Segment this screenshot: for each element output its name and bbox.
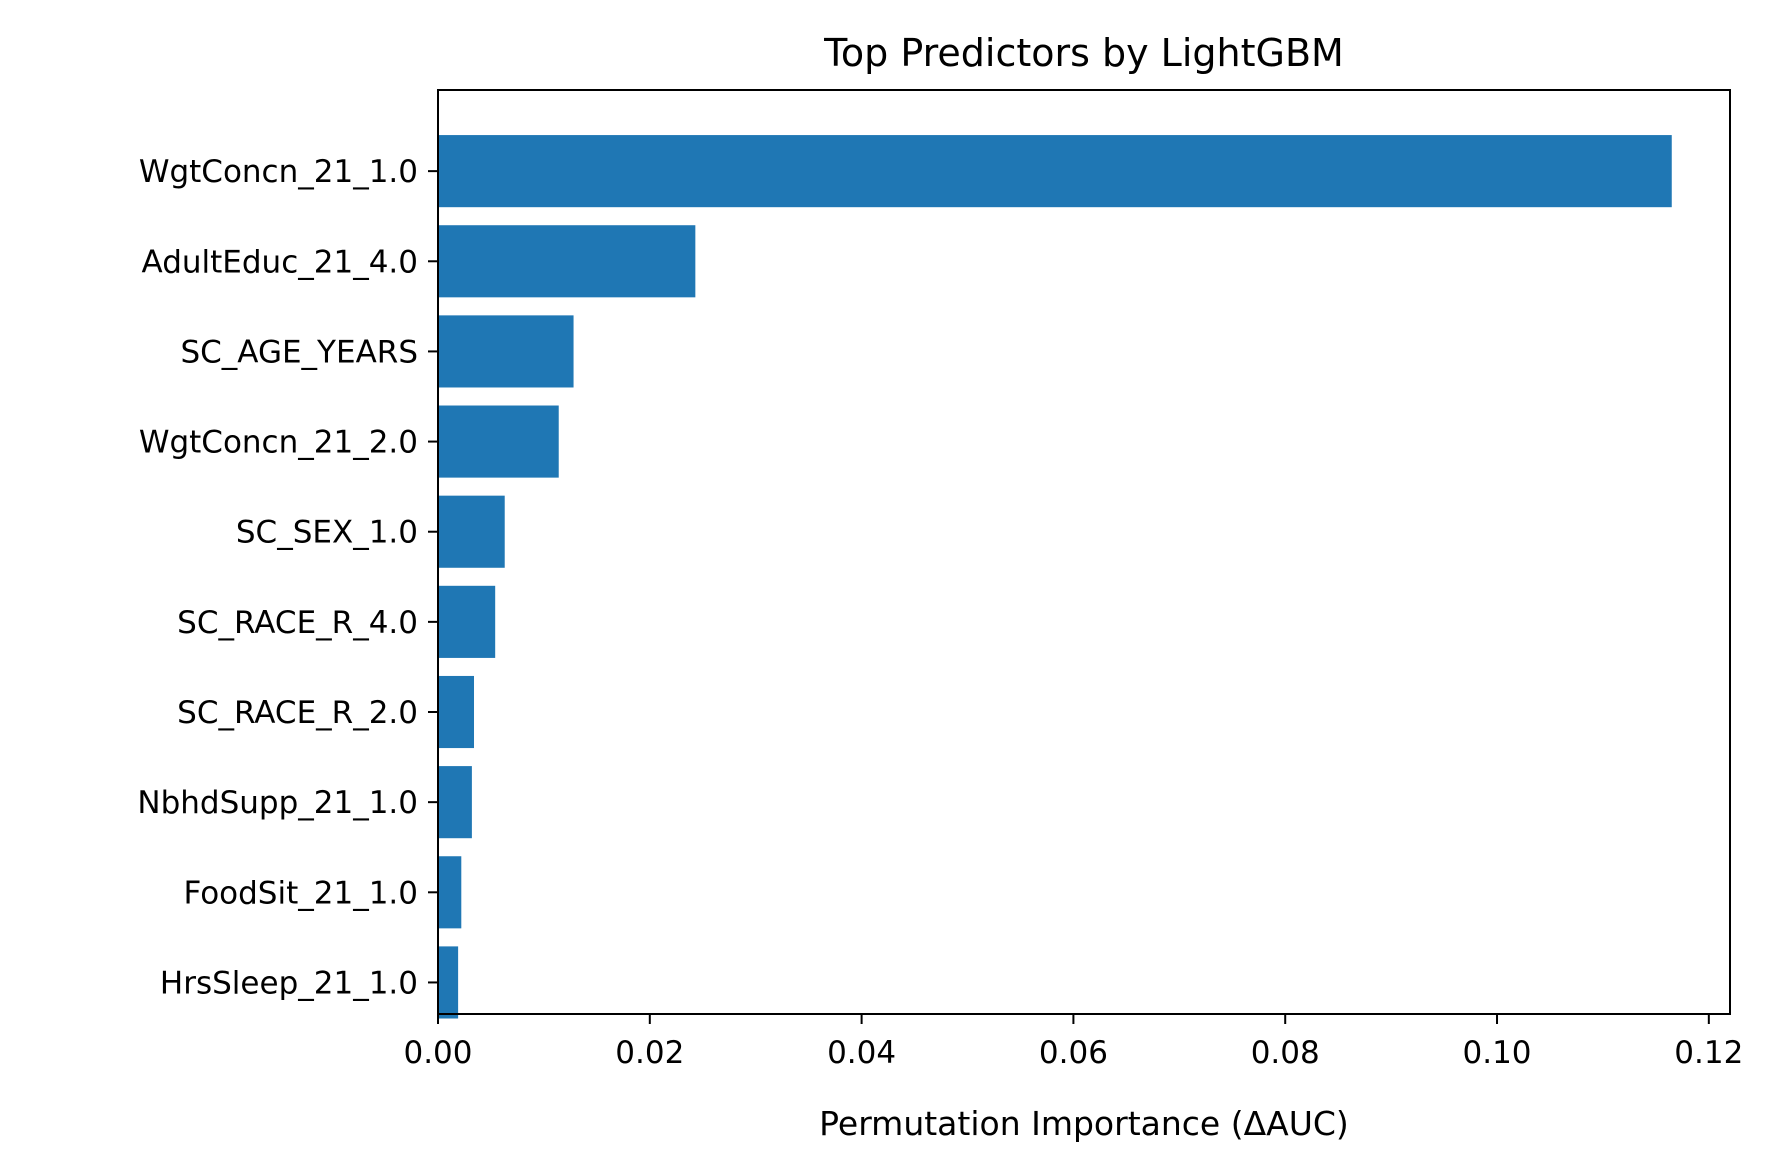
- y-tick-label: SC_AGE_YEARS: [180, 334, 418, 370]
- x-tick-label: 0.06: [1039, 1035, 1108, 1071]
- y-tick-label: HrsSleep_21_1.0: [160, 965, 418, 1001]
- y-tick-label: AdultEduc_21_4.0: [142, 244, 418, 280]
- y-axis: WgtConcn_21_1.0 AdultEduc_21_4.0 SC_AGE_YE…: [137, 154, 438, 1001]
- bar-SC_RACE_R_4.0: [438, 585, 496, 658]
- y-tick-label: SC_SEX_1.0: [236, 515, 418, 551]
- bar-SC_AGE_YEARS: [438, 315, 574, 388]
- bar-HrsSleep_21_1.0: [438, 946, 459, 1019]
- bar-SC_SEX_1.0: [438, 495, 505, 568]
- y-tick-label: SC_RACE_R_4.0: [177, 605, 418, 641]
- bar-FoodSit_21_1.0: [438, 856, 462, 929]
- x-tick-label: 0.04: [827, 1035, 896, 1071]
- plot-frame: [437, 89, 1731, 1015]
- y-tick-label: WgtConcn_21_2.0: [139, 425, 418, 461]
- bar-AdultEduc_21_4.0: [438, 225, 696, 298]
- bar-WgtConcn_21_2.0: [438, 405, 559, 478]
- bar-SC_RACE_R_2.0: [438, 675, 475, 749]
- x-tick-label: 0.08: [1251, 1035, 1320, 1071]
- bar-WgtConcn_21_1.0: [438, 135, 1672, 208]
- y-tick-label: WgtConcn_21_1.0: [139, 154, 418, 190]
- x-tick-label: 0.12: [1674, 1035, 1743, 1071]
- chart-title: Top Predictors by LightGBM: [823, 31, 1344, 75]
- y-tick-label: FoodSit_21_1.0: [183, 875, 418, 911]
- x-tick-label: 0.00: [403, 1035, 472, 1071]
- y-tick-label: NbhdSupp_21_1.0: [137, 785, 418, 821]
- bars-group: [438, 135, 1672, 1019]
- x-axis: 0.00 0.02 0.04 0.06 0.08 0.10 0.12: [403, 1014, 1743, 1071]
- y-tick-label: SC_RACE_R_2.0: [177, 695, 418, 731]
- x-tick-label: 0.02: [615, 1035, 684, 1071]
- x-tick-label: 0.10: [1463, 1035, 1532, 1071]
- bar-NbhdSupp_21_1.0: [438, 766, 472, 839]
- x-axis-label: Permutation Importance (ΔAUC): [819, 1104, 1349, 1143]
